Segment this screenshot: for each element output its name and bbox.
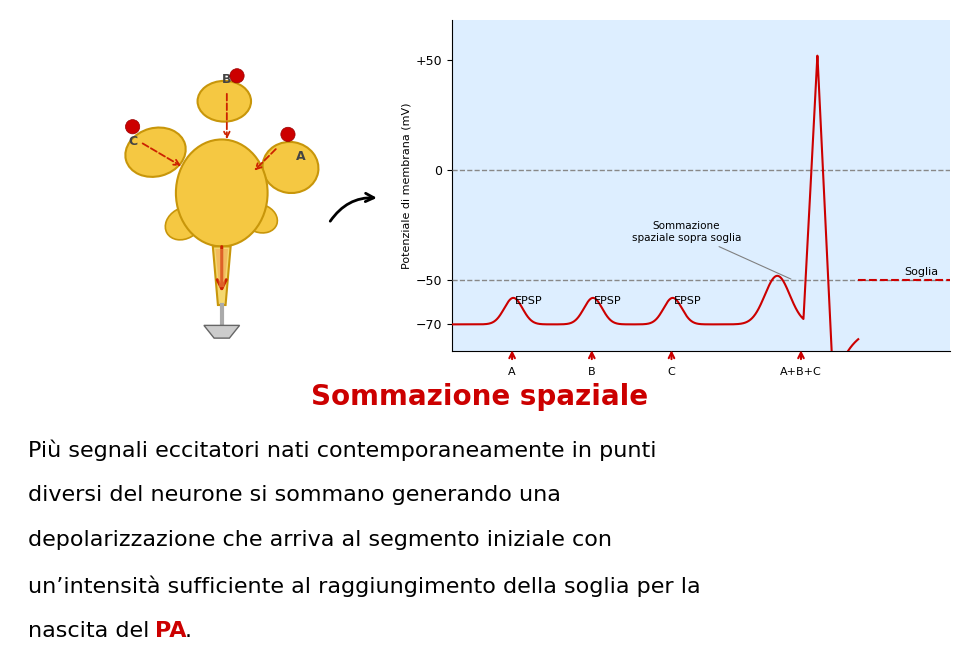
Ellipse shape xyxy=(263,142,319,193)
Text: B: B xyxy=(588,368,595,378)
Text: B: B xyxy=(222,73,231,86)
Circle shape xyxy=(126,119,140,134)
Text: Soglia: Soglia xyxy=(903,267,938,277)
Text: EPSP: EPSP xyxy=(674,296,702,306)
Polygon shape xyxy=(204,326,240,338)
Ellipse shape xyxy=(243,204,277,233)
Text: C: C xyxy=(667,368,675,378)
Text: .: . xyxy=(184,621,192,641)
Ellipse shape xyxy=(126,128,185,177)
Text: nascita del: nascita del xyxy=(29,621,156,641)
Text: A: A xyxy=(508,368,516,378)
Text: EPSP: EPSP xyxy=(594,296,622,306)
Text: C: C xyxy=(128,134,137,148)
Text: EPSP: EPSP xyxy=(515,296,542,306)
Circle shape xyxy=(229,69,244,83)
Text: PA: PA xyxy=(156,621,187,641)
Text: depolarizzazione che arriva al segmento iniziale con: depolarizzazione che arriva al segmento … xyxy=(29,530,612,550)
Text: Più segnali eccitatori nati contemporaneamente in punti: Più segnali eccitatori nati contemporane… xyxy=(29,440,657,461)
Ellipse shape xyxy=(165,207,202,240)
Text: A: A xyxy=(296,150,305,163)
Text: un’intensità sufficiente al raggiungimento della soglia per la: un’intensità sufficiente al raggiungimen… xyxy=(29,576,701,597)
Y-axis label: Potenziale di membrana (mV): Potenziale di membrana (mV) xyxy=(402,102,412,269)
Text: A+B+C: A+B+C xyxy=(780,368,822,378)
Polygon shape xyxy=(213,246,230,305)
Text: Sommazione
spaziale sopra soglia: Sommazione spaziale sopra soglia xyxy=(632,221,791,279)
Ellipse shape xyxy=(198,81,251,122)
Ellipse shape xyxy=(176,140,268,246)
Text: Sommazione spaziale: Sommazione spaziale xyxy=(311,383,649,411)
Polygon shape xyxy=(215,249,228,287)
Text: diversi del neurone si sommano generando una: diversi del neurone si sommano generando… xyxy=(29,485,562,505)
Circle shape xyxy=(281,127,295,142)
